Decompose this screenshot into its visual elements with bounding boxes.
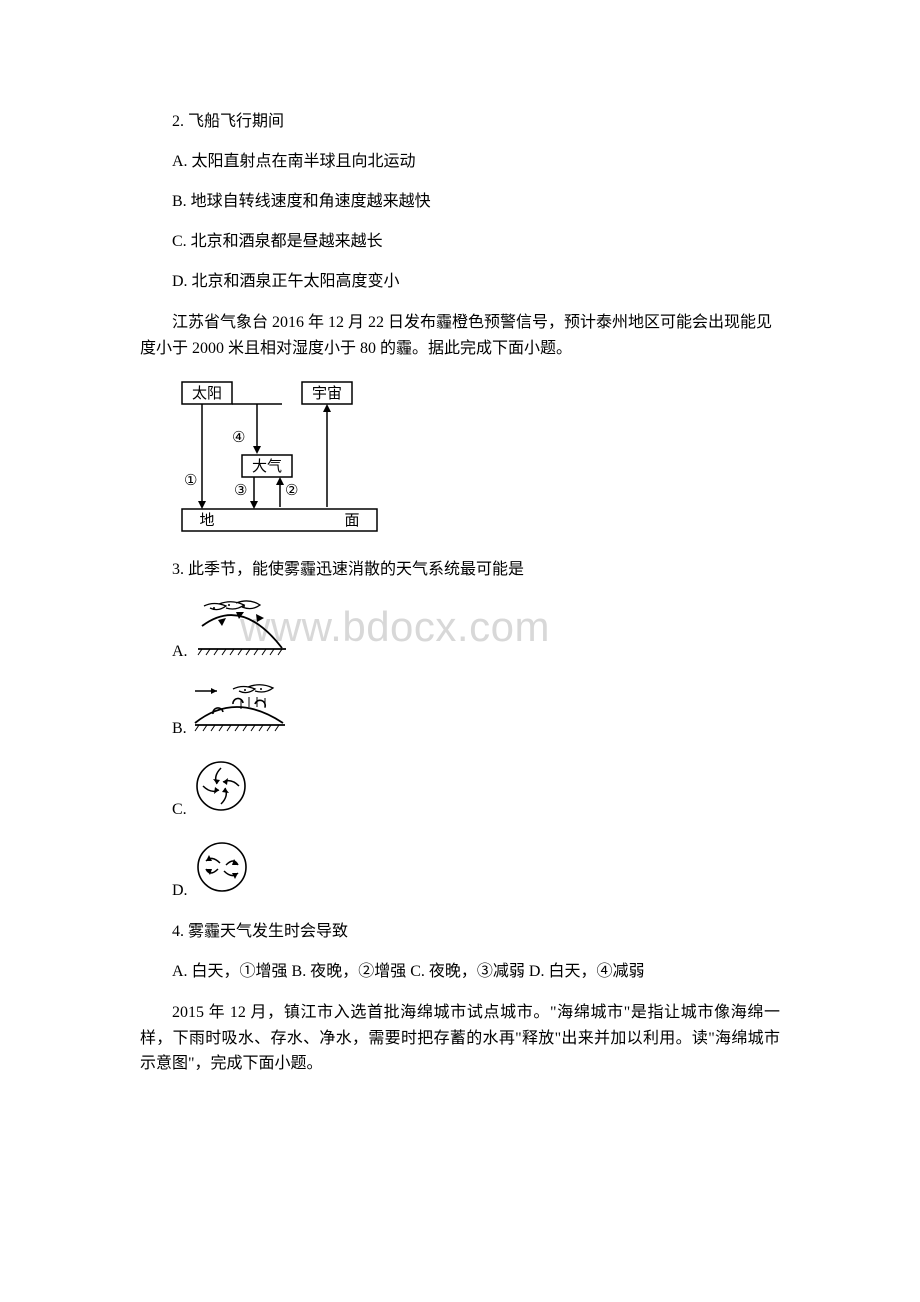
q2-option-b: B. 地球自转线速度和角速度越来越快 [140,190,780,214]
q4-stem: 4. 雾霾天气发生时会导致 [140,920,780,944]
label-1: ① [184,473,197,489]
q3-option-c-label: C. [172,801,187,819]
box-ground-right: 面 [344,513,359,529]
q3-option-b-label: B. [172,720,187,738]
box-sun: 太阳 [192,385,222,402]
context-2: 2015 年 12 月，镇江市入选首批海绵城市试点城市。"海绵城市"是指让城市像… [140,1000,780,1077]
label-3: ③ [234,483,247,499]
box-atmosphere: 大气 [252,458,282,475]
label-2: ② [285,483,298,499]
cold-front-icon [194,598,289,661]
cyclone-icon [193,758,249,819]
q2-option-a: A. 太阳直射点在南半球且向北运动 [140,150,780,174]
q3-stem: 3. 此季节，能使雾霾迅速消散的天气系统最可能是 [140,558,780,582]
box-ground-left: 地 [199,512,214,529]
anticyclone-icon [194,839,250,900]
warm-front-icon [193,681,288,738]
box-universe: 宇宙 [312,385,342,402]
q2-option-d: D. 北京和酒泉正午太阳高度变小 [140,270,780,294]
q3-option-a-label: A. [172,643,188,661]
q4-options: A. 白天，①增强 B. 夜晚，②增强 C. 夜晚，③减弱 D. 白天，④减弱 [140,960,780,984]
context-1: 江苏省气象台 2016 年 12 月 22 日发布霾橙色预警信号，预计泰州地区可… [140,310,780,361]
q3-option-d-label: D. [172,882,188,900]
label-4: ④ [232,430,245,446]
energy-diagram: 太阳 宇宙 ① ④ 大气 ③ ② 地 面 [172,377,780,542]
q2-option-c: C. 北京和酒泉都是昼越来越长 [140,230,780,254]
q2-stem: 2. 飞船飞行期间 [140,110,780,134]
